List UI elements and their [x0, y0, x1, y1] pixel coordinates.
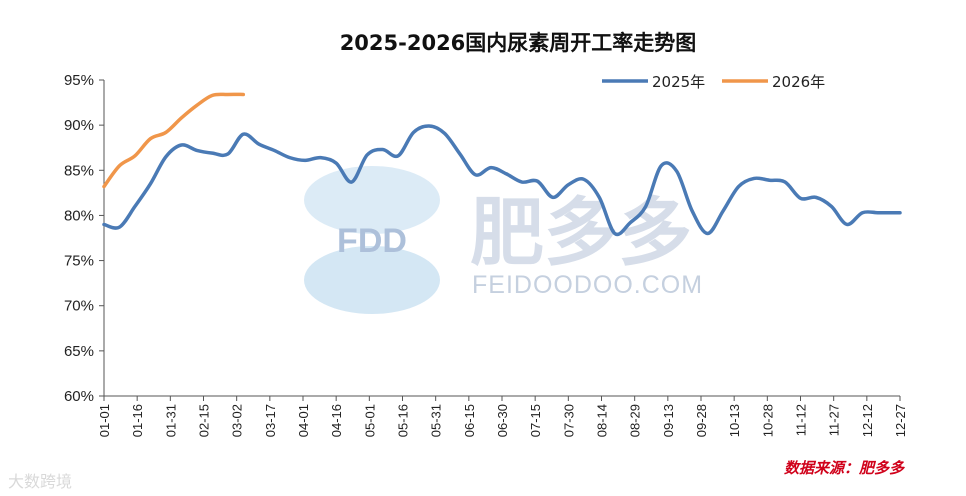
legend: 2025年 2026年 [602, 73, 825, 91]
x-tick-label: 09-28 [694, 404, 709, 437]
x-tick-label: 06-15 [462, 404, 477, 437]
x-tick-label: 04-01 [296, 404, 311, 437]
x-tick-label: 11-12 [794, 404, 809, 436]
x-tick-label: 10-28 [760, 404, 775, 437]
x-tick-label: 03-02 [230, 404, 245, 437]
x-tick-label: 05-16 [396, 404, 411, 437]
series-layer [102, 92, 902, 237]
x-tick-label: 02-15 [197, 404, 212, 437]
chart-title: 2025-2026国内尿素周开工率走势图 [340, 31, 697, 55]
x-tick-label: 12-12 [860, 404, 875, 437]
x-tick-label: 01-16 [130, 404, 145, 437]
x-tick-label: 01-01 [97, 404, 112, 437]
x-tick-label: 07-15 [528, 404, 543, 437]
watermark-logo-bottom-leaf [304, 246, 440, 314]
x-tick-label: 05-31 [429, 404, 444, 437]
x-tick-label: 08-29 [628, 404, 643, 437]
x-tick-label: 04-16 [329, 404, 344, 437]
x-tick-label: 09-13 [661, 404, 676, 437]
x-tick-label: 03-17 [263, 404, 278, 437]
legend-label-2: 2026年 [772, 73, 825, 91]
x-tick-label: 06-30 [495, 404, 510, 437]
x-tick-label: 05-01 [362, 404, 377, 437]
y-tick-label: 95% [64, 72, 94, 89]
y-tick-label: 90% [64, 117, 94, 134]
y-tick-label: 70% [64, 298, 94, 315]
watermark-brand: 肥多多 [470, 190, 692, 276]
corner-watermark: 大数跨境 [8, 472, 73, 491]
y-tick-label: 85% [64, 162, 94, 179]
x-tick-label: 01-31 [163, 404, 178, 437]
y-tick-label: 60% [64, 388, 94, 405]
x-tick-label: 10-13 [727, 404, 742, 437]
axes: 60% 65% 70% 75% 80% 85% 90% 95% 01-01 01-16 01-31 0… [64, 72, 908, 437]
x-tick-label: 12-27 [893, 404, 908, 437]
watermark-url: FEIDOODOO.COM [472, 271, 703, 299]
x-tick-label: 08-14 [595, 404, 610, 437]
watermark-logo-text: FDD [337, 222, 407, 260]
y-tick-label: 80% [64, 207, 94, 224]
legend-label-1: 2025年 [652, 73, 705, 91]
y-tick-label: 65% [64, 343, 94, 360]
y-tick-label: 75% [64, 253, 94, 270]
x-tick-label: 07-30 [561, 404, 576, 437]
series-line-2 [102, 92, 246, 189]
data-source: 数据来源：肥多多 [783, 459, 904, 477]
x-tick-label: 11-27 [827, 404, 842, 436]
watermark-logo-top-leaf [304, 166, 440, 234]
series-line-1 [102, 124, 902, 237]
watermark: FDD 肥多多 FEIDOODOO.COM [304, 166, 703, 314]
